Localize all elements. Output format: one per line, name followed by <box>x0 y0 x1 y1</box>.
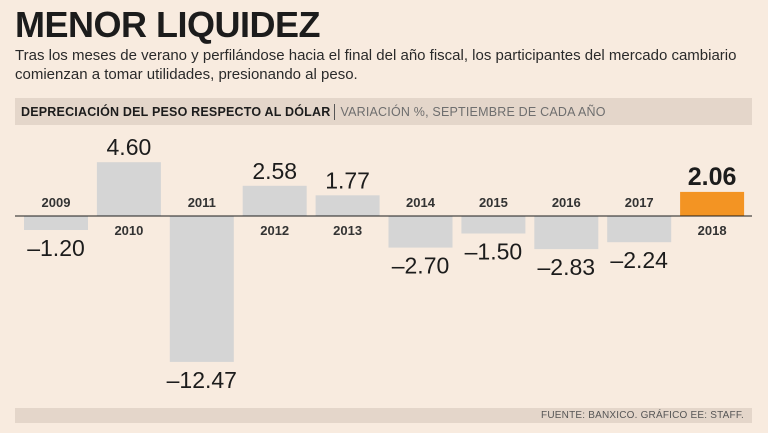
chart-subtitle: VARIACIÓN %, SEPTIEMBRE DE CADA AÑO <box>340 104 606 119</box>
bar-2016 <box>534 216 599 250</box>
page-title: MENOR LIQUIDEZ <box>15 4 321 45</box>
value-label-2017: –2.24 <box>610 247 668 273</box>
value-label-2018: 2.06 <box>688 163 737 191</box>
value-label-2010: 4.60 <box>107 134 152 160</box>
bar-2010 <box>96 162 161 216</box>
year-label-2013: 2013 <box>333 223 362 238</box>
bar-2013 <box>315 195 380 216</box>
value-label-2012: 2.58 <box>252 158 297 184</box>
year-label-2011: 2011 <box>188 195 216 210</box>
header-divider <box>334 103 336 120</box>
value-label-2014: –2.70 <box>392 253 450 279</box>
bar-2011 <box>169 216 234 362</box>
bar-2014 <box>388 216 453 248</box>
year-label-2010: 2010 <box>114 223 143 238</box>
year-label-2017: 2017 <box>625 195 654 210</box>
year-label-2009: 2009 <box>42 195 71 210</box>
year-label-2018: 2018 <box>698 223 727 238</box>
bar-2015 <box>461 216 526 234</box>
subtitle: Tras los meses de verano y perfilándose … <box>15 47 737 83</box>
chart-title: DEPRECIACIÓN DEL PESO RESPECTO AL DÓLAR <box>21 104 331 119</box>
year-label-2014: 2014 <box>406 195 436 210</box>
value-label-2011: –12.47 <box>167 367 237 393</box>
bar-2017 <box>607 216 672 243</box>
chart-header-bar: DEPRECIACIÓN DEL PESO RESPECTO AL DÓLAR … <box>15 98 752 125</box>
year-label-2015: 2015 <box>479 195 508 210</box>
bar-2009 <box>24 216 88 230</box>
value-label-2013: 1.77 <box>325 167 370 193</box>
year-label-2016: 2016 <box>552 195 581 210</box>
bar-2018 <box>680 191 745 216</box>
footer-bar: FUENTE: BANXICO. GRÁFICO EE: STAFF. <box>15 408 752 423</box>
year-label-2012: 2012 <box>260 223 289 238</box>
value-label-2015: –1.50 <box>465 239 523 265</box>
value-label-2016: –2.83 <box>538 254 596 280</box>
source-credit: FUENTE: BANXICO. GRÁFICO EE: STAFF. <box>541 410 744 421</box>
bar-2012 <box>242 185 307 216</box>
value-label-2009: –1.20 <box>27 235 85 261</box>
